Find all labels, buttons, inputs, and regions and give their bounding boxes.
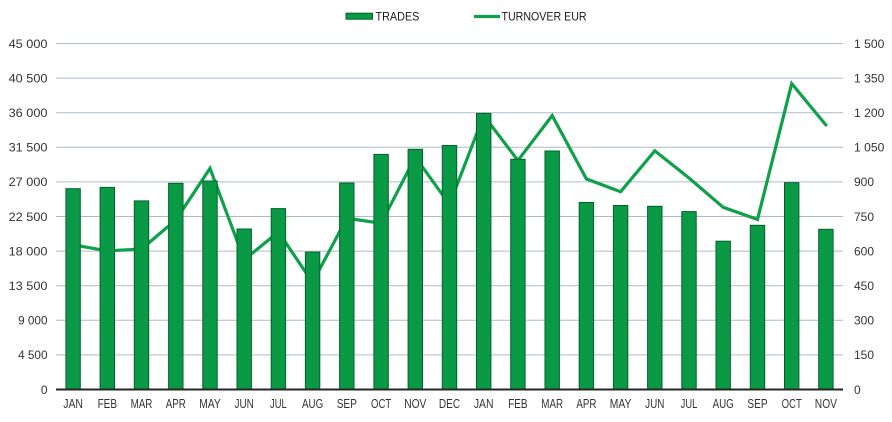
svg-text:0: 0	[41, 383, 48, 397]
svg-text:TURNOVER EUR: TURNOVER EUR	[502, 9, 587, 23]
svg-text:TRADES: TRADES	[376, 9, 420, 23]
svg-text:SEP: SEP	[337, 396, 357, 411]
svg-text:27 000: 27 000	[9, 175, 48, 189]
svg-text:AUG: AUG	[302, 396, 323, 411]
svg-text:300: 300	[854, 314, 874, 328]
svg-text:0: 0	[854, 383, 861, 397]
svg-text:22 500: 22 500	[9, 210, 48, 224]
svg-text:MAY: MAY	[199, 396, 221, 411]
svg-text:OCT: OCT	[782, 396, 802, 411]
svg-text:1 500: 1 500	[854, 37, 885, 51]
svg-text:900: 900	[854, 175, 874, 189]
svg-text:18 000: 18 000	[9, 244, 48, 258]
svg-text:13 500: 13 500	[9, 279, 48, 293]
svg-text:MAR: MAR	[131, 396, 153, 411]
svg-text:APR: APR	[166, 396, 186, 411]
svg-text:NOV: NOV	[404, 396, 426, 411]
svg-text:APR: APR	[576, 396, 596, 411]
svg-text:MAY: MAY	[610, 396, 632, 411]
svg-text:NOV: NOV	[815, 396, 837, 411]
svg-text:JUL: JUL	[270, 396, 287, 411]
svg-text:FEB: FEB	[98, 396, 117, 411]
svg-text:JUL: JUL	[681, 396, 698, 411]
svg-text:150: 150	[854, 348, 874, 362]
svg-text:MAR: MAR	[541, 396, 563, 411]
svg-text:4 500: 4 500	[18, 348, 48, 362]
svg-text:AUG: AUG	[713, 396, 734, 411]
svg-text:600: 600	[854, 244, 874, 258]
svg-text:JUN: JUN	[235, 396, 254, 411]
svg-text:1 350: 1 350	[854, 71, 885, 85]
svg-text:JAN: JAN	[63, 396, 83, 411]
svg-text:SEP: SEP	[747, 396, 767, 411]
svg-text:JUN: JUN	[645, 396, 664, 411]
svg-text:1 200: 1 200	[854, 106, 885, 120]
svg-text:45 000: 45 000	[9, 37, 48, 51]
svg-text:40 500: 40 500	[9, 71, 48, 85]
svg-text:JAN: JAN	[474, 396, 494, 411]
svg-text:31 500: 31 500	[9, 141, 48, 155]
svg-text:DEC: DEC	[439, 396, 460, 411]
svg-text:1 050: 1 050	[854, 141, 885, 155]
svg-text:750: 750	[854, 210, 874, 224]
svg-text:36 000: 36 000	[9, 106, 48, 120]
svg-text:9 000: 9 000	[18, 314, 48, 328]
svg-text:FEB: FEB	[508, 396, 527, 411]
svg-text:450: 450	[854, 279, 874, 293]
svg-text:OCT: OCT	[371, 396, 391, 411]
